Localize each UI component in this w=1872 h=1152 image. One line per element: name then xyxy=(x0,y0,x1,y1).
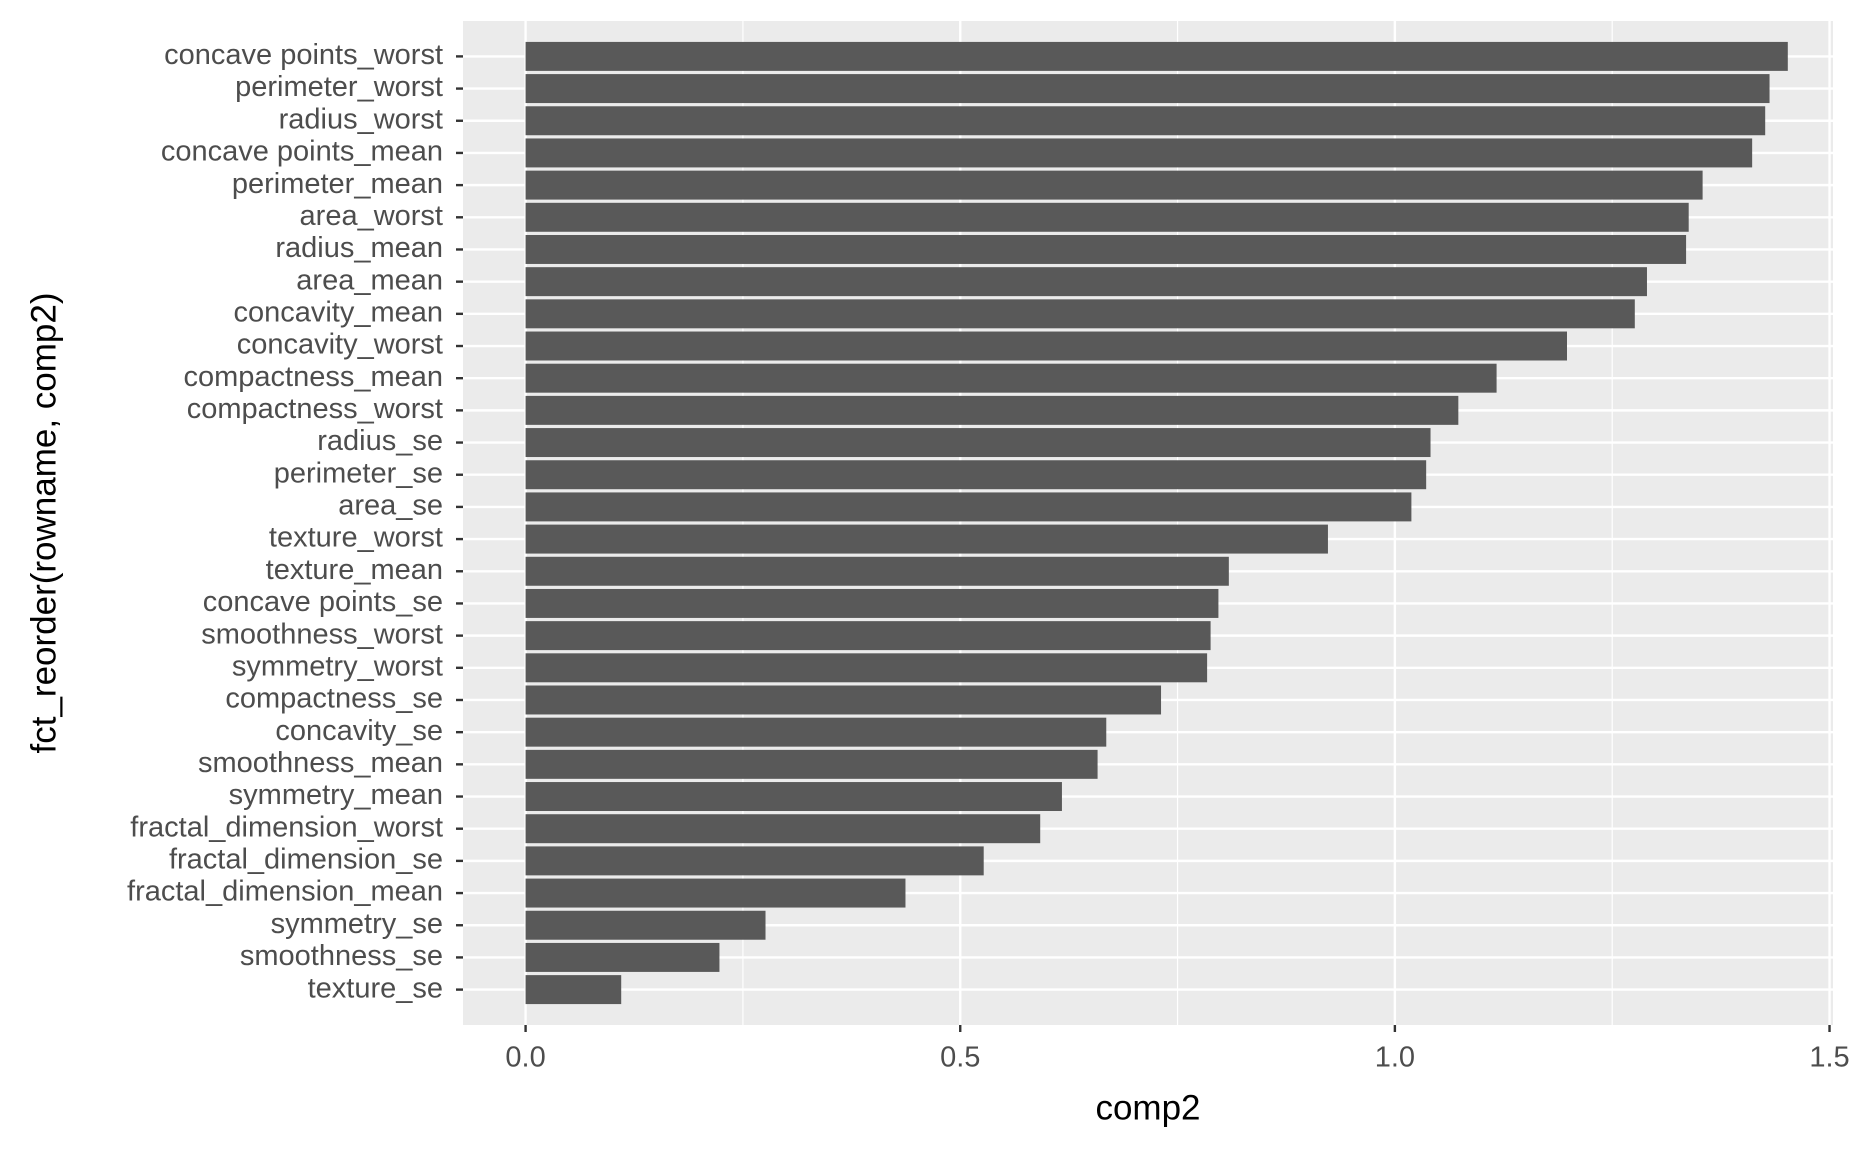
x-tick-label: 0.5 xyxy=(940,1042,980,1074)
y-tick-label: perimeter_se xyxy=(274,457,443,489)
y-tick-label: concave points_se xyxy=(203,586,443,618)
y-tick-label: symmetry_worst xyxy=(232,650,443,682)
bar xyxy=(525,556,1229,586)
y-tick-label: radius_worst xyxy=(279,103,443,135)
y-tick-label: compactness_se xyxy=(225,683,443,715)
y-tick-label: area_worst xyxy=(300,200,443,232)
bar xyxy=(525,395,1459,425)
bar xyxy=(525,653,1208,683)
bar xyxy=(525,299,1635,329)
y-tick-label: concavity_mean xyxy=(233,296,443,328)
x-tick-label: 1.5 xyxy=(1809,1042,1849,1074)
bar xyxy=(525,685,1162,715)
y-axis-title: fct_reorder(rowname, comp2) xyxy=(24,293,63,754)
x-axis-title: comp2 xyxy=(1095,1088,1200,1127)
y-tick-label: perimeter_mean xyxy=(232,168,443,200)
y-tick-label: area_se xyxy=(338,490,443,522)
bar xyxy=(525,621,1211,651)
y-tick-label: radius_mean xyxy=(275,232,443,264)
y-tick-label: texture_worst xyxy=(269,522,443,554)
y-tick-label: area_mean xyxy=(296,264,443,296)
bar xyxy=(525,749,1098,779)
bar xyxy=(525,846,984,876)
x-tick-label: 0.0 xyxy=(505,1042,545,1074)
x-tick-label: 1.0 xyxy=(1375,1042,1415,1074)
y-tick-label: concavity_worst xyxy=(237,329,443,361)
y-tick-label: concavity_se xyxy=(275,715,443,747)
bar xyxy=(525,460,1427,490)
bar xyxy=(525,782,1062,812)
y-tick-label: concave points_mean xyxy=(161,136,443,168)
y-tick-label: symmetry_se xyxy=(271,908,443,940)
bar xyxy=(525,975,622,1005)
bar xyxy=(525,363,1497,393)
y-tick-label: concave points_worst xyxy=(164,39,443,71)
y-tick-label: compactness_mean xyxy=(183,361,443,393)
bar xyxy=(525,74,1770,104)
bar xyxy=(525,942,720,972)
y-tick-label: fractal_dimension_worst xyxy=(130,811,443,843)
bar xyxy=(525,717,1107,747)
bar xyxy=(525,106,1766,136)
bar xyxy=(525,202,1689,232)
bar xyxy=(525,331,1567,361)
bar xyxy=(525,170,1703,200)
y-tick-label: fractal_dimension_mean xyxy=(127,876,443,908)
y-tick-label: symmetry_mean xyxy=(229,779,443,811)
bar xyxy=(525,878,906,908)
y-tick-label: compactness_worst xyxy=(187,393,443,425)
y-tick-label: fractal_dimension_se xyxy=(169,844,443,876)
bar xyxy=(525,428,1431,458)
y-tick-label: smoothness_mean xyxy=(198,747,443,779)
bar xyxy=(525,234,1687,264)
bar xyxy=(525,814,1041,844)
y-tick-label: smoothness_worst xyxy=(201,618,443,650)
y-tick-label: perimeter_worst xyxy=(235,71,443,103)
bar xyxy=(525,588,1219,618)
bar xyxy=(525,138,1753,168)
y-tick-label: radius_se xyxy=(317,425,443,457)
bar xyxy=(525,492,1412,522)
y-tick-label: texture_se xyxy=(308,972,443,1004)
bar xyxy=(525,524,1328,554)
bar xyxy=(525,910,766,940)
y-tick-label: smoothness_se xyxy=(240,940,443,972)
y-tick-label: texture_mean xyxy=(266,554,443,586)
bar xyxy=(525,41,1788,71)
bar xyxy=(525,267,1647,297)
